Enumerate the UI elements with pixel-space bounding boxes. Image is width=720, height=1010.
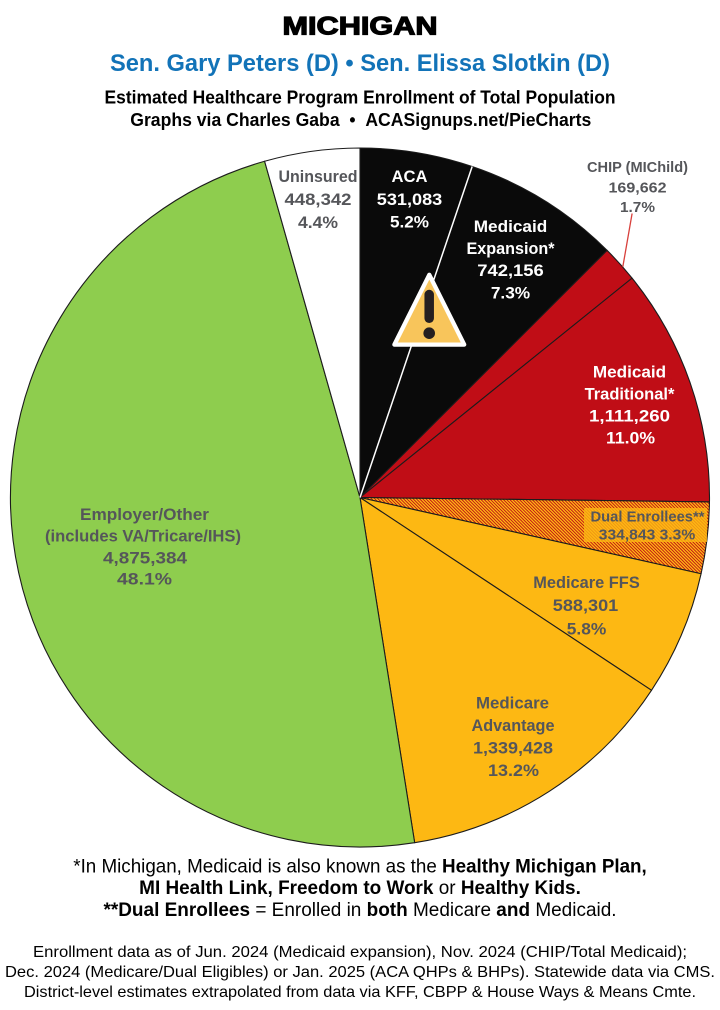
svg-text:Dual Enrollees**: Dual Enrollees** — [591, 510, 705, 526]
svg-text:5.2%: 5.2% — [390, 213, 429, 232]
svg-text:Employer/Other: Employer/Other — [80, 505, 209, 524]
svg-text:4.4%: 4.4% — [298, 214, 338, 232]
svg-text:1.7%: 1.7% — [620, 200, 655, 216]
svg-text:334,843 3.3%: 334,843 3.3% — [599, 528, 696, 544]
svg-text:Estimated Healthcare Program E: Estimated Healthcare Program Enrollment … — [105, 87, 616, 107]
svg-text:**Dual Enrollees = Enrolled in: **Dual Enrollees = Enrolled in both Medi… — [103, 900, 616, 921]
svg-text:1,339,428: 1,339,428 — [473, 739, 553, 758]
svg-text:MI Health Link, Freedom to Wor: MI Health Link, Freedom to Work or Healt… — [139, 878, 581, 899]
svg-text:448,342: 448,342 — [285, 191, 352, 209]
svg-text:11.0%: 11.0% — [606, 429, 655, 448]
svg-text:Uninsured: Uninsured — [279, 168, 358, 186]
svg-text:Graphs via Charles Gaba • AC: Graphs via Charles Gaba • ACASignups.net… — [130, 110, 591, 130]
svg-text:531,083: 531,083 — [377, 190, 443, 209]
svg-text:Advantage: Advantage — [472, 716, 555, 735]
svg-text:Medicaid: Medicaid — [474, 217, 548, 236]
svg-text:7.3%: 7.3% — [491, 283, 530, 302]
svg-text:Traditional*: Traditional* — [585, 385, 675, 404]
svg-text:742,156: 742,156 — [477, 261, 544, 280]
svg-text:Sen. Gary Peters (D) • Sen. El: Sen. Gary Peters (D) • Sen. Elissa Slotk… — [110, 50, 610, 77]
svg-text:(includes VA/Tricare/IHS): (includes VA/Tricare/IHS) — [45, 527, 241, 546]
svg-text:MICHIGAN: MICHIGAN — [283, 13, 438, 41]
svg-text:Medicare FFS: Medicare FFS — [533, 573, 640, 592]
svg-text:169,662: 169,662 — [609, 181, 667, 197]
svg-text:Dec. 2024 (Medicare/Dual Eligi: Dec. 2024 (Medicare/Dual Eligibles) or J… — [5, 964, 715, 981]
svg-text:13.2%: 13.2% — [488, 761, 539, 780]
svg-text:48.1%: 48.1% — [117, 570, 172, 589]
svg-text:ACA: ACA — [392, 167, 428, 186]
svg-text:*In Michigan, Medicaid is also: *In Michigan, Medicaid is also known as … — [73, 856, 647, 877]
svg-text:CHIP (MIChild): CHIP (MIChild) — [587, 160, 688, 176]
svg-text:Medicare: Medicare — [476, 694, 549, 713]
svg-text:588,301: 588,301 — [553, 596, 619, 615]
svg-text:Enrollment data as of Jun. 202: Enrollment data as of Jun. 2024 (Medicai… — [33, 944, 687, 961]
svg-text:Medicaid: Medicaid — [593, 363, 666, 382]
svg-text:1,111,260: 1,111,260 — [589, 407, 670, 426]
svg-text:5.8%: 5.8% — [567, 620, 607, 639]
svg-text:4,875,384: 4,875,384 — [103, 549, 188, 568]
svg-text:District-level estimates extra: District-level estimates extrapolated fr… — [24, 984, 696, 1001]
svg-text:Expansion*: Expansion* — [467, 239, 555, 258]
